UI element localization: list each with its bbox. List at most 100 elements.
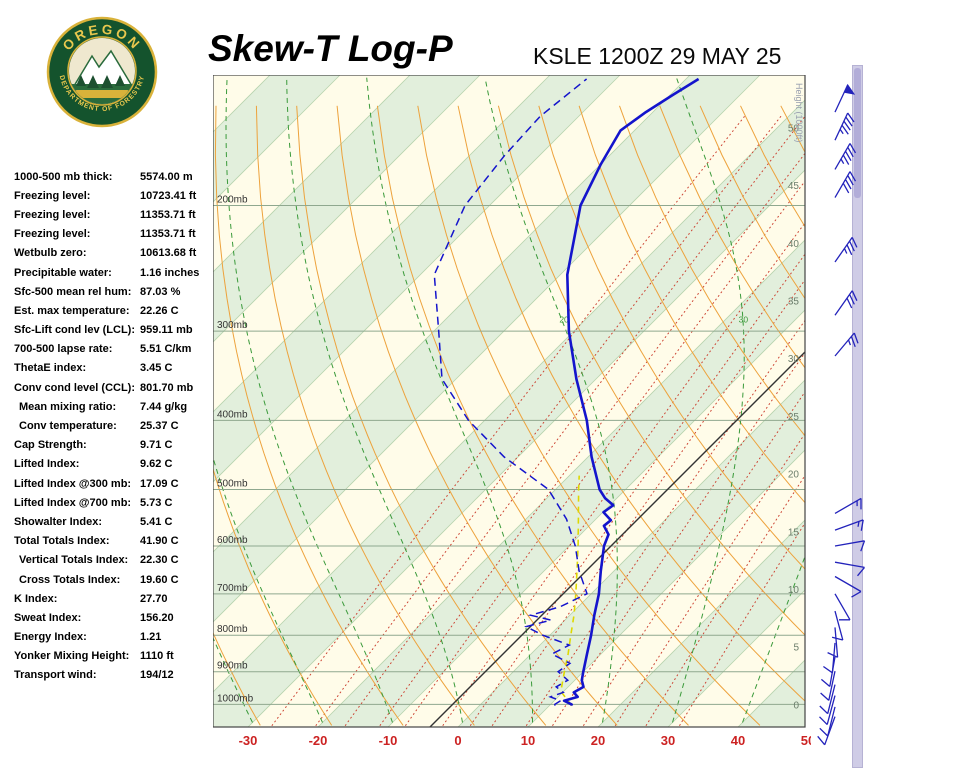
isotherm-line [808,75,880,727]
index-label: Showalter Index: [14,515,103,528]
index-value: 9.71 C [140,439,173,452]
wind-barb [834,519,864,531]
mixing-ratio-line [470,253,805,726]
index-label: Sfc-500 mean rel hum: [14,285,132,298]
index-label: Freezing level: [14,208,91,221]
temp-tick-label: -30 [239,733,258,748]
isotherm-line [213,75,621,483]
index-row: Conv temperature: 25.37 C [14,416,214,435]
pressure-labels: 200mb 300mb 400mb 500mb 600mb 700mb 800mb 900mb… [217,194,254,704]
height-tick-label: 30 [788,354,800,365]
index-row: Showalter Index: 5.41 C [14,512,214,531]
wind-barb [834,112,855,141]
pressure-label: 400mb [217,409,248,420]
wind-barb [834,143,857,170]
index-value: 22.30 C [140,554,179,567]
index-value: 11353.71 ft [140,208,196,221]
moist-adiabat-line [366,77,533,723]
index-row: Precipitable water: 1.16 inches [14,263,214,282]
index-label: Freezing level: [14,189,91,202]
index-value: 10723.41 ft [140,189,197,202]
index-label: Precipitable water: [14,266,112,279]
wind-barb [819,695,836,726]
mixing-ratio-line [405,180,805,726]
skewt-chart: 20 30200mb300mb400mb500mb600mb700mb800mb9… [213,75,880,748]
indices-panel: 1000-500 mb thick: 5574.00 m Freezing leve… [14,167,214,685]
mixing-ratio-line [379,152,805,726]
highlight-isotherm [429,351,805,727]
index-value: 17.09 C [140,477,179,490]
isotherm-line [457,379,805,727]
index-label: Transport wind: [14,669,97,682]
index-value: 1.21 [140,631,162,644]
index-value: 5.73 C [140,496,173,509]
index-label: Sfc-Lift cond lev (LCL): [14,324,135,337]
scrollbar-thumb[interactable] [854,68,861,198]
pressure-label: 900mb [217,661,248,672]
pressure-label: 500mb [217,479,248,490]
index-row: Energy Index: 1.21 [14,628,214,647]
green-band [213,100,805,727]
temp-tick-label: 10 [521,733,535,748]
isotherm-line [213,75,341,203]
dry-adiabat-line [376,105,689,726]
moist-adiabat-value: 30 [739,315,749,325]
index-row: Lifted Index @300 mb: 17.09 C [14,474,214,493]
index-row: Vertical Totals Index: 22.30 C [14,551,214,570]
station-id-label: KSLE 1200Z 29 MAY 25 [533,43,782,69]
index-row: Freezing level: 11353.71 ft [14,225,214,244]
temperature-curve [562,77,700,706]
index-label: 700-500 lapse rate: [14,343,113,356]
logo-inner-border [67,36,137,106]
dry-adiabat-line [417,105,761,726]
height-tick-label: 45 [788,181,800,192]
index-value: 10613.68 ft [140,247,197,260]
mixing-ratio-line [583,390,805,726]
index-value: 22.26 C [140,304,179,317]
wind-barb [834,171,857,198]
index-value: 7.44 g/kg [140,400,188,413]
wind-barb [834,497,862,514]
index-row: Lifted Index: 9.62 C [14,455,214,474]
index-row: 700-500 lapse rate: 5.51 C/km [14,340,214,359]
sounding-profiles [433,77,700,707]
index-value: 959.11 mb [140,324,193,337]
index-row: Sweat Index: 156.20 [14,608,214,627]
index-value: 801.70 mb [140,381,194,394]
isotherm-lines [213,75,880,727]
isotherm-line [213,75,411,273]
parcel-curve [559,475,580,707]
temperature-axis-labels: -30 -20 -10 0 10 20 30 40 50 [239,733,811,748]
dry-adiabat-line [619,105,805,437]
temp-tick-label: -20 [309,733,328,748]
wind-barb [834,575,862,598]
wind-barb [834,540,866,552]
isotherm-line [213,75,691,553]
wind-barb [834,290,858,316]
dry-adiabat-line [214,105,404,726]
wind-barbs [817,83,866,746]
pressure-label: 600mb [217,535,248,546]
index-row: Wetbulb zero: 10613.68 ft [14,244,214,263]
index-value: 1110 ft [140,650,174,663]
mixing-ratio-line [344,115,805,726]
isotherm-line [597,519,805,727]
height-tick-label: 15 [788,527,800,538]
zero-isotherm-line [429,351,805,727]
height-tick-label: 50 [788,123,800,134]
pressure-lines [213,204,805,705]
index-row: Conv cond level (CCL): 801.70 mb [14,378,214,397]
moist-adiabat-value: 20 [559,315,569,325]
index-label: Lifted Index @700 mb: [14,496,132,509]
wind-barb [834,593,851,621]
index-label: Est. max temperature: [14,304,130,317]
index-row: Mean mixing ratio: 7.44 g/kg [14,397,214,416]
index-value: 5.41 C [140,515,173,528]
index-row: Transport wind: 194/12 [14,666,214,685]
index-value: 19.60 C [140,573,179,586]
index-label: Lifted Index: [14,458,80,471]
index-row: Est. max temperature: 22.26 C [14,301,214,320]
dry-adiabat-line [213,467,333,726]
index-label: Cross Totals Index: [19,573,121,586]
height-tick-label: 10 [788,585,800,596]
